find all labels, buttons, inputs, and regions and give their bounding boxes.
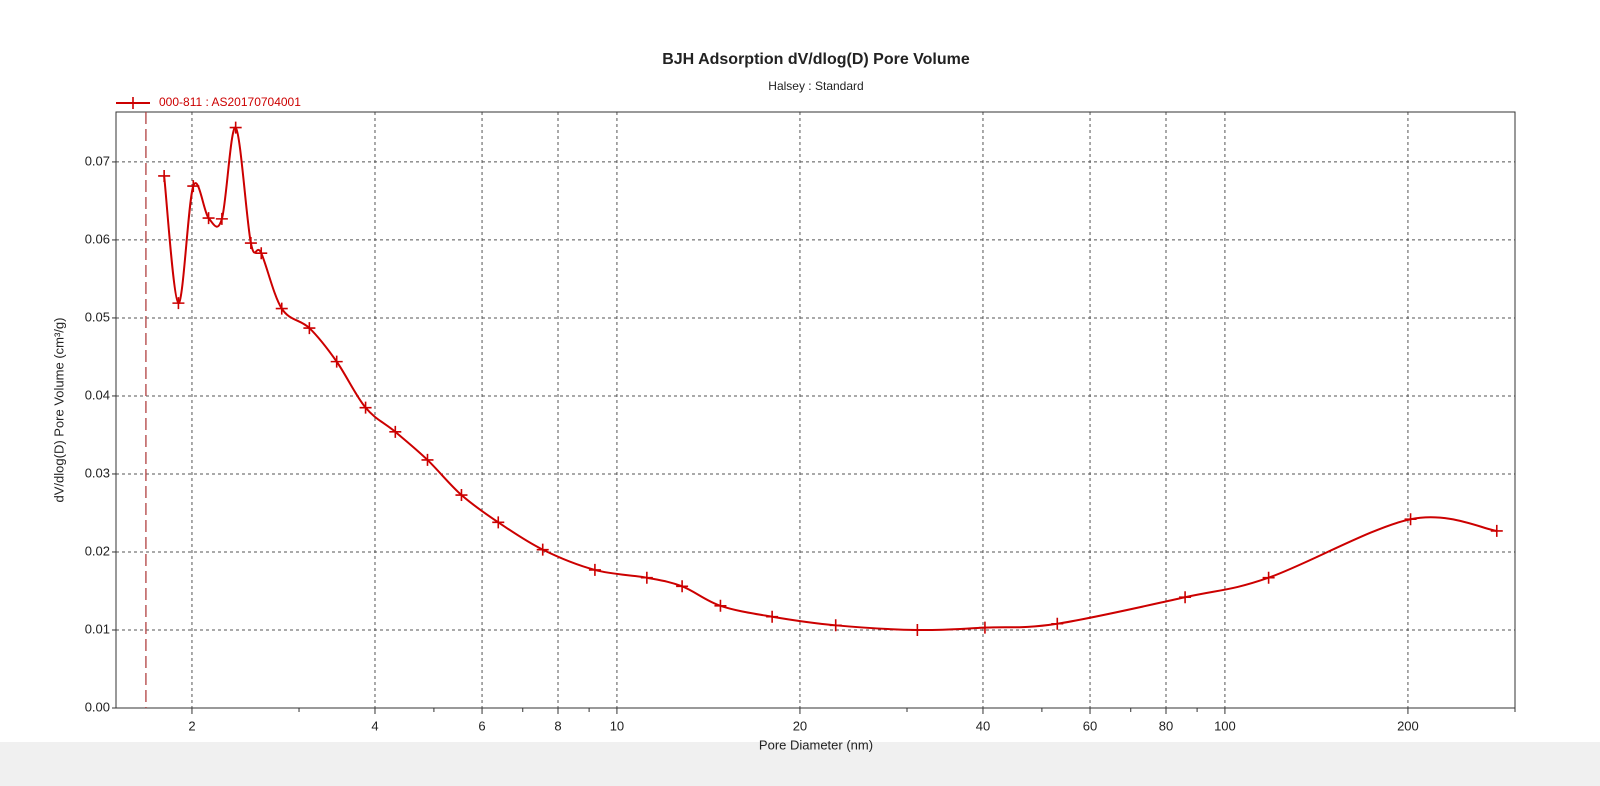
- data-point: [640, 571, 653, 584]
- data-point: [158, 169, 171, 182]
- x-tick-label: 8: [554, 718, 561, 733]
- plot-frame: [115, 111, 1516, 709]
- plot-area: [116, 112, 1515, 708]
- data-point: [330, 355, 343, 368]
- data-point: [244, 237, 257, 250]
- x-tick-label: 40: [976, 718, 990, 733]
- x-tick-label: 60: [1083, 718, 1097, 733]
- x-axis-label: Pore Diameter (nm): [759, 737, 873, 752]
- x-tick-label: 4: [371, 718, 378, 733]
- footer-band: [0, 742, 1600, 786]
- legend-label: 000-811 : AS20170704001: [159, 95, 301, 109]
- y-tick-label: 0.00: [85, 699, 110, 714]
- x-tick-label: 10: [610, 718, 624, 733]
- y-axis-label: dV/dlog(D) Pore Volume (cm³/g): [51, 318, 66, 503]
- chart-subtitle: Halsey : Standard: [768, 79, 863, 93]
- data-point: [1262, 571, 1275, 584]
- data-point: [714, 599, 727, 612]
- data-point: [978, 621, 991, 634]
- x-tick-label: 100: [1214, 718, 1236, 733]
- y-tick-label: 0.02: [85, 543, 110, 558]
- y-tick-label: 0.03: [85, 465, 110, 480]
- x-tick-label: 6: [478, 718, 485, 733]
- data-point: [829, 619, 842, 632]
- x-tick-label: 20: [793, 718, 807, 733]
- data-point: [911, 623, 924, 636]
- y-tick-label: 0.01: [85, 621, 110, 636]
- y-tick-label: 0.05: [85, 309, 110, 324]
- data-point: [1051, 617, 1064, 630]
- data-point: [275, 302, 288, 315]
- data-point: [492, 516, 505, 529]
- data-point: [676, 580, 689, 593]
- data-point: [359, 401, 372, 414]
- data-point: [766, 610, 779, 623]
- y-tick-label: 0.07: [85, 153, 110, 168]
- data-point: [421, 453, 434, 466]
- data-point: [303, 322, 316, 335]
- x-tick-label: 200: [1397, 718, 1419, 733]
- data-point: [229, 121, 242, 134]
- y-tick-label: 0.04: [85, 387, 110, 402]
- data-point: [536, 543, 549, 556]
- y-tick-label: 0.06: [85, 231, 110, 246]
- chart-title: BJH Adsorption dV/dlog(D) Pore Volume: [662, 51, 970, 68]
- data-point: [389, 425, 402, 438]
- data-point: [588, 563, 601, 576]
- data-point: [1490, 524, 1503, 537]
- legend-marker: [127, 97, 139, 109]
- data-point: [187, 180, 200, 193]
- data-point: [1404, 513, 1417, 526]
- x-tick-label: 80: [1159, 718, 1173, 733]
- data-point: [1179, 591, 1192, 604]
- data-point: [455, 489, 468, 502]
- data-point: [255, 247, 268, 260]
- data-point: [215, 212, 228, 225]
- data-point: [202, 212, 215, 225]
- x-tick-label: 2: [188, 718, 195, 733]
- data-point: [172, 297, 185, 310]
